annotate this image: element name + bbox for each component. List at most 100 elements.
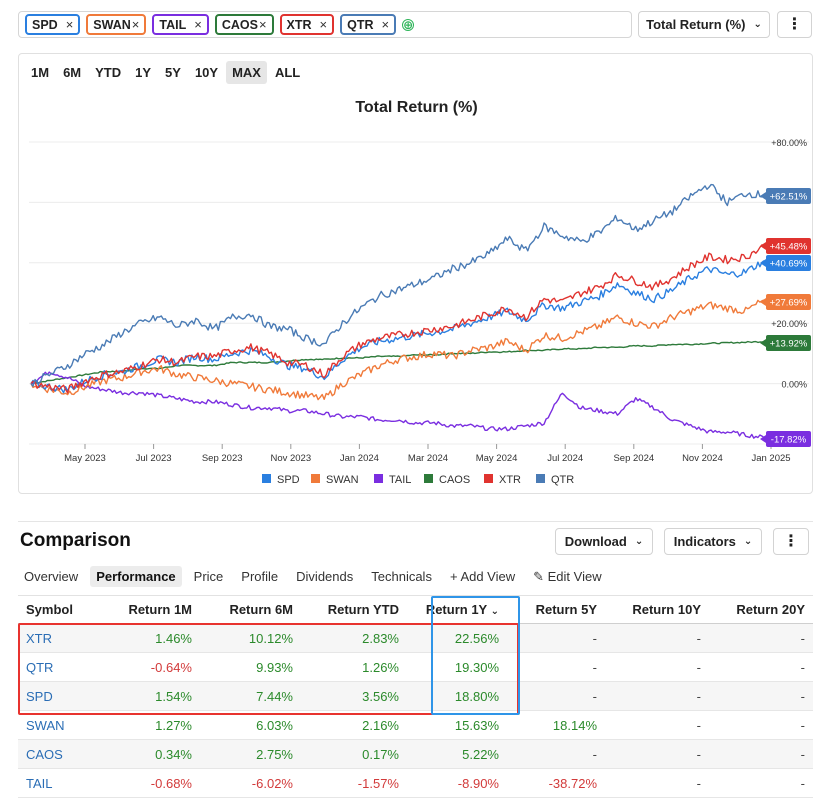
y-tick-label: 0.00% — [781, 380, 807, 390]
chart-title: Total Return (%) — [355, 99, 478, 116]
symbol-link[interactable]: SPD — [18, 681, 106, 711]
series-line-xtr — [30, 244, 765, 394]
add-view-button[interactable]: + Add View — [449, 569, 516, 584]
ticker-chip-label: SWAN — [93, 17, 131, 32]
x-tick-label: Sep 2023 — [202, 453, 243, 464]
table-row[interactable]: SWAN 1.27% 6.03% 2.16% 15.63% 18.14% - - — [18, 710, 813, 740]
ticker-chip-swan[interactable]: SWAN × — [86, 14, 147, 35]
range-all[interactable]: ALL — [274, 65, 301, 80]
table-row[interactable]: SPD 1.54% 7.44% 3.56% 18.80% - - - — [18, 681, 813, 711]
legend-label: XTR — [499, 474, 521, 486]
col-return-1m[interactable]: Return 1M — [106, 595, 200, 624]
edit-view-button[interactable]: ✎ Edit View — [533, 568, 602, 584]
return-cell: - — [709, 768, 813, 798]
return-cell: 6.03% — [200, 710, 301, 740]
col-return-ytd[interactable]: Return YTD — [301, 595, 407, 624]
tab-price[interactable]: Price — [193, 569, 224, 584]
x-tick-label: Jul 2024 — [547, 453, 583, 464]
col-symbol[interactable]: Symbol — [18, 595, 106, 624]
chart-panel: 1M 6M YTD 1Y 5Y 10Y MAX ALL Total Return… — [18, 53, 813, 494]
table-row[interactable]: QTR -0.64% 9.93% 1.26% 19.30% - - - — [18, 652, 813, 682]
return-cell: 18.14% — [507, 710, 605, 740]
table-row[interactable]: CAOS 0.34% 2.75% 0.17% 5.22% - - - — [18, 739, 813, 769]
return-cell: - — [709, 710, 813, 740]
col-return-1y[interactable]: Return 1Y ⌄ — [407, 595, 507, 624]
comparison-more-button[interactable]: ⋮ — [773, 528, 809, 555]
return-cell: 3.56% — [301, 681, 407, 711]
end-value-pointer — [760, 435, 766, 443]
end-value-badge-tail — [766, 431, 811, 447]
x-tick-label: Jan 2025 — [751, 453, 790, 464]
return-cell: - — [709, 623, 813, 653]
end-value-badge-xtr — [766, 238, 811, 254]
range-5y[interactable]: 5Y — [165, 65, 181, 80]
end-value-label: +27.69% — [770, 298, 808, 309]
ticker-chip-qtr[interactable]: QTR × — [340, 14, 397, 35]
close-icon[interactable]: × — [194, 17, 202, 32]
x-tick-label: May 2024 — [476, 453, 518, 464]
range-ytd[interactable]: YTD — [95, 65, 122, 80]
return-cell: 9.93% — [200, 652, 301, 682]
table-row[interactable]: XTR 1.46% 10.12% 2.83% 22.56% - - - — [18, 623, 813, 653]
tab-performance[interactable]: Performance — [90, 566, 182, 587]
download-button[interactable]: Download ⌄ — [555, 528, 653, 555]
range-1m[interactable]: 1M — [31, 65, 50, 80]
kebab-icon: ⋮ — [786, 15, 803, 33]
range-1y[interactable]: 1Y — [135, 65, 152, 80]
symbol-link[interactable]: QTR — [18, 652, 106, 682]
legend-label: QTR — [551, 474, 574, 486]
table-row[interactable]: TAIL -0.68% -6.02% -1.57% -8.90% -38.72% - - — [18, 768, 813, 798]
symbol-link[interactable]: XTR — [18, 623, 106, 653]
return-cell: 10.12% — [200, 623, 301, 653]
tab-profile[interactable]: Profile — [241, 569, 279, 584]
close-icon[interactable]: × — [131, 17, 140, 32]
ticker-chip-tail[interactable]: TAIL × — [152, 14, 209, 35]
symbol-link[interactable]: SWAN — [18, 710, 106, 740]
return-cell: 1.26% — [301, 652, 407, 682]
return-cell: -1.57% — [301, 768, 407, 798]
ticker-chip-spd[interactable]: SPD × — [25, 14, 81, 35]
tab-technicals[interactable]: Technicals — [371, 569, 432, 584]
return-cell: - — [605, 739, 709, 769]
symbol-link[interactable]: CAOS — [18, 739, 106, 769]
close-icon[interactable]: × — [258, 17, 267, 32]
download-label: Download — [564, 534, 627, 549]
return-cell: 0.17% — [301, 739, 407, 769]
return-cell: 18.80% — [407, 681, 507, 711]
legend-swatch-caos — [424, 474, 433, 483]
range-max[interactable]: MAX — [226, 61, 267, 84]
return-cell: 5.22% — [407, 739, 507, 769]
col-return-20y[interactable]: Return 20Y — [709, 595, 813, 624]
indicators-button[interactable]: Indicators ⌄ — [664, 528, 762, 555]
col-return-5y[interactable]: Return 5Y — [507, 595, 605, 624]
more-options-button[interactable]: ⋮ — [777, 11, 812, 38]
col-return-1y-label: Return 1Y — [425, 602, 487, 617]
range-10y[interactable]: 10Y — [194, 65, 219, 80]
ticker-input-bar[interactable]: SPD × SWAN × TAIL × CAOS × XTR × QTR × ⊕ — [18, 11, 632, 38]
col-return-10y[interactable]: Return 10Y — [605, 595, 709, 624]
y-tick-label: +80.00% — [771, 138, 807, 148]
metric-select[interactable]: Total Return (%) ⌄ — [638, 11, 770, 38]
return-cell: -0.68% — [106, 768, 200, 798]
ticker-chip-label: TAIL — [159, 17, 187, 32]
series-line-tail — [30, 371, 765, 439]
table-header-row: Symbol Return 1M Return 6M Return YTD Re… — [18, 595, 813, 624]
ticker-chip-xtr[interactable]: XTR × — [279, 14, 335, 35]
close-icon[interactable]: × — [65, 17, 74, 32]
range-6m[interactable]: 6M — [63, 65, 82, 80]
tab-dividends[interactable]: Dividends — [296, 569, 354, 584]
end-value-badge-caos — [766, 335, 811, 351]
end-value-pointer — [760, 259, 766, 267]
symbol-link[interactable]: TAIL — [18, 768, 106, 798]
col-return-6m[interactable]: Return 6M — [200, 595, 301, 624]
ticker-chip-caos[interactable]: CAOS × — [214, 14, 274, 35]
legend-label: SPD — [277, 474, 300, 486]
add-ticker-icon[interactable]: ⊕ — [402, 17, 415, 32]
performance-chart[interactable]: +80.00% +20.00% 0.00% May 2023 Jul 2023 Sep 2… — [19, 54, 814, 495]
end-value-badge-swan — [766, 294, 811, 310]
close-icon[interactable]: × — [381, 17, 390, 32]
return-cell: - — [709, 681, 813, 711]
return-cell: 2.75% — [200, 739, 301, 769]
tab-overview[interactable]: Overview — [24, 569, 79, 584]
close-icon[interactable]: × — [319, 17, 328, 32]
